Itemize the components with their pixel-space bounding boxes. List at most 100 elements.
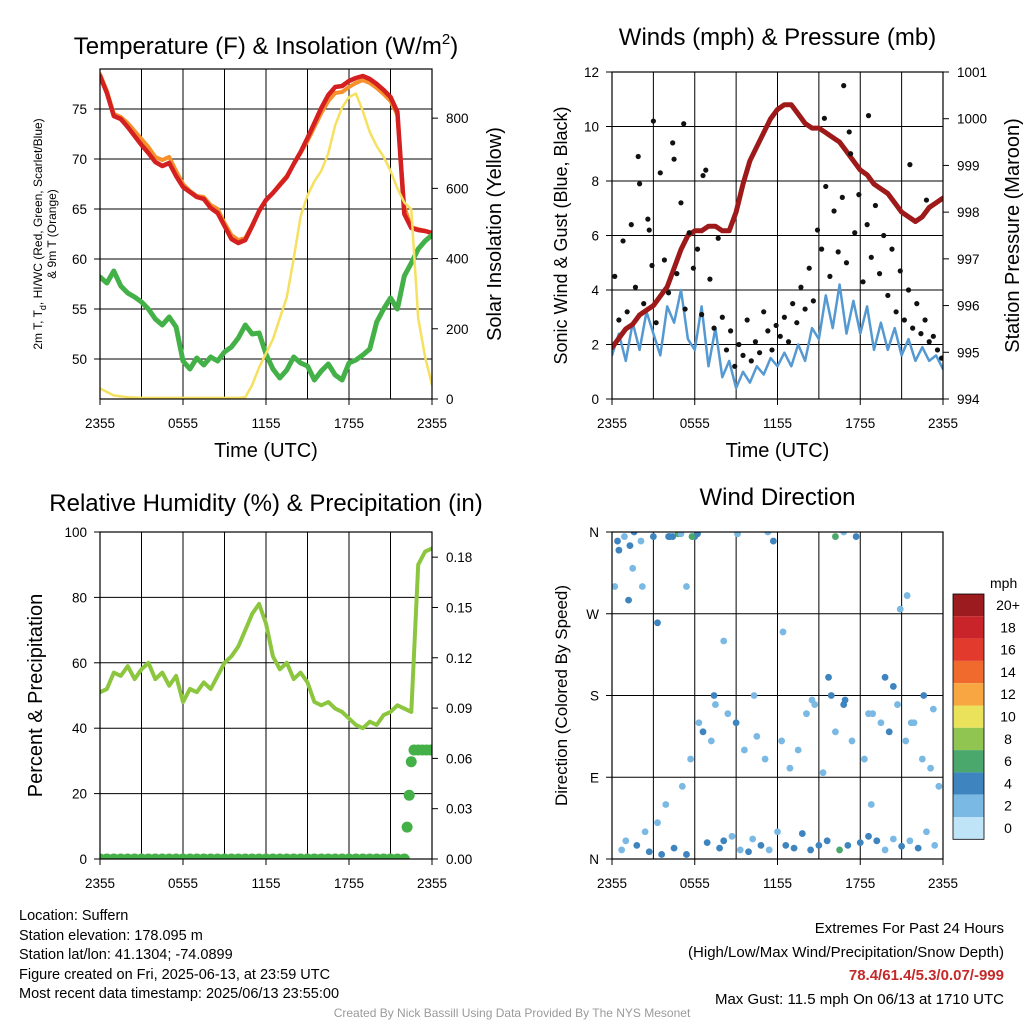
gust-point <box>736 341 742 348</box>
plot-area <box>612 83 943 390</box>
max-gust-text: Max Gust: 11.5 mph On 06/13 at 1710 UTC <box>714 990 1004 1008</box>
x-tick-label: 2355 <box>85 876 115 891</box>
direction-point <box>645 848 653 856</box>
gust-point <box>665 290 672 296</box>
colorbar-label: 6 <box>1004 753 1012 769</box>
y2-tick-label: 600 <box>446 181 469 196</box>
gust-point <box>814 227 821 233</box>
y-tick-label: E <box>590 770 599 785</box>
x-tick-label: 1155 <box>251 416 280 431</box>
y2-tick-label: 0.15 <box>446 600 472 615</box>
direction-point <box>654 619 661 627</box>
extremes-legend: (High/Low/Max Wind/Precipitation/Snow De… <box>688 943 1004 961</box>
direction-point <box>724 710 732 718</box>
y2-tick-label: 996 <box>957 299 980 314</box>
gust-point <box>923 197 930 203</box>
y-tick-label: 80 <box>72 590 87 605</box>
gust-point <box>794 320 800 326</box>
y-axis-label-line2: & 9m T (Orange) <box>45 189 59 279</box>
y2-tick-label: 997 <box>957 252 980 267</box>
y-tick-label: 6 <box>591 229 599 244</box>
gust-point <box>620 238 626 244</box>
gust-point <box>761 309 767 315</box>
direction-point <box>823 837 831 845</box>
direction-point <box>728 832 736 840</box>
direction-point <box>877 719 885 727</box>
direction-point <box>906 837 914 845</box>
direction-point <box>774 828 781 836</box>
gust-point <box>670 140 676 146</box>
gust-point <box>732 363 738 369</box>
gust-point <box>728 328 734 334</box>
y-tick-label: 0 <box>79 852 87 867</box>
y-tick-label: W <box>586 607 599 622</box>
gust-point <box>864 222 870 228</box>
y2-tick-label: 800 <box>446 111 469 126</box>
y2-tick-label: 1001 <box>957 65 987 80</box>
x-tick-label: 2355 <box>928 876 958 891</box>
precip-point <box>401 821 413 833</box>
colorbar-swatch <box>953 750 984 773</box>
direction-point <box>612 583 619 590</box>
elevation-text: Station elevation: 178.095 m <box>19 927 203 944</box>
direction-point <box>856 839 864 847</box>
y-tick-label: 20 <box>72 787 87 802</box>
gust-point <box>939 355 943 361</box>
direction-point <box>935 782 943 790</box>
precip-point <box>403 789 415 801</box>
gust-point <box>641 301 647 307</box>
gust-point <box>827 273 833 279</box>
y-tick-label: 10 <box>584 120 599 135</box>
direction-point <box>626 542 634 550</box>
x-tick-label: 2355 <box>417 876 447 891</box>
y2-tick-label: 998 <box>957 205 980 220</box>
direction-point <box>734 532 741 538</box>
y-axis-label-line1: 2m T, Td, HI/WC (Red, Green, Scarlet/Blu… <box>31 118 48 349</box>
direction-point <box>827 692 835 699</box>
direction-point <box>778 737 786 745</box>
direction-point <box>687 755 695 763</box>
direction-point <box>654 819 661 827</box>
direction-point <box>896 605 904 613</box>
gust-point <box>856 192 862 198</box>
y-axis-label: Sonic Wind & Gust (Blue, Black) <box>551 106 571 364</box>
y-tick-label: 4 <box>591 283 599 298</box>
credit-text: Created By Nick Bassill Using Data Provi… <box>333 1006 691 1020</box>
gust-point <box>885 292 891 299</box>
colorbar-swatch <box>953 705 984 728</box>
gust-point <box>901 317 907 323</box>
gust-point <box>893 309 899 315</box>
plot-area <box>100 72 432 399</box>
extremes-info: Extremes For Past 24 Hours (High/Low/Max… <box>688 917 1004 1011</box>
gust-point <box>802 306 808 312</box>
direction-point <box>621 533 628 540</box>
direction-point <box>931 841 939 849</box>
gust-point <box>839 194 845 200</box>
direction-point <box>902 737 910 745</box>
direction-point <box>889 835 897 843</box>
series-line-1 <box>612 102 943 351</box>
direction-point <box>699 728 707 736</box>
colorbar-label: 10 <box>1000 709 1016 725</box>
direction-point <box>629 564 637 572</box>
gust-point <box>678 200 684 206</box>
direction-point <box>688 533 696 540</box>
direction-point <box>765 846 773 854</box>
direction-point <box>873 837 881 845</box>
gust-point <box>632 284 639 290</box>
direction-point <box>630 532 638 536</box>
colorbar-swatch <box>953 772 984 795</box>
direction-point <box>695 719 703 727</box>
gust-point <box>823 183 829 190</box>
y-tick-label: N <box>589 852 599 867</box>
direction-point <box>852 533 860 540</box>
y-tick-label: 40 <box>72 721 87 736</box>
gust-point <box>624 309 630 315</box>
created-text: Figure created on Fri, 2025-06-13, at 23… <box>19 966 331 983</box>
gust-point <box>657 170 663 176</box>
chart-title: Relative Humidity (%) & Precipitation (i… <box>49 490 482 517</box>
gust-point <box>769 347 775 353</box>
gust-point <box>694 246 701 252</box>
direction-point <box>786 764 794 772</box>
